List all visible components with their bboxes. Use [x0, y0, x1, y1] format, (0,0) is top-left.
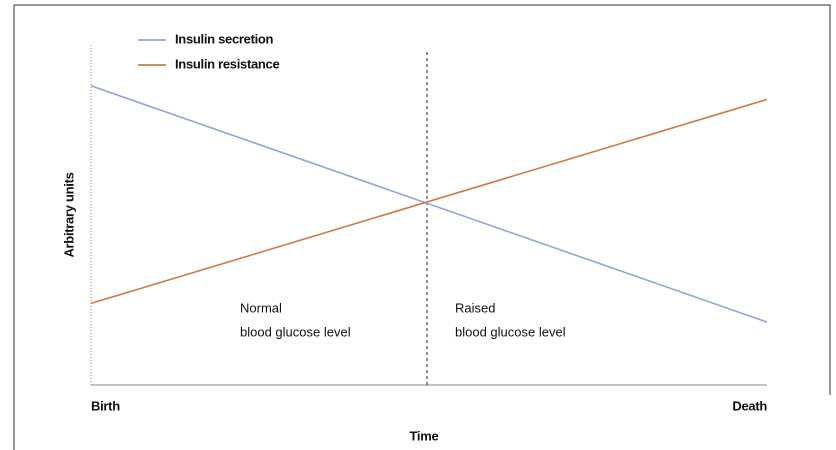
x-axis-label: Time [410, 428, 439, 443]
series-line [90, 98, 768, 305]
y-axis-label: Arbitrary units [61, 172, 76, 257]
annotation: Normal [240, 300, 282, 315]
frame [13, 4, 831, 450]
legend-label: Insulin secretion [175, 31, 274, 46]
annotation: Raised [455, 300, 495, 315]
annotation: blood glucose level [240, 324, 351, 339]
legend-label: Insulin resistance [175, 56, 279, 71]
annotation: blood glucose level [455, 324, 566, 339]
series-line [90, 85, 768, 323]
x-tick-label: Birth [91, 398, 120, 413]
x-tick-label: Death [732, 398, 767, 413]
